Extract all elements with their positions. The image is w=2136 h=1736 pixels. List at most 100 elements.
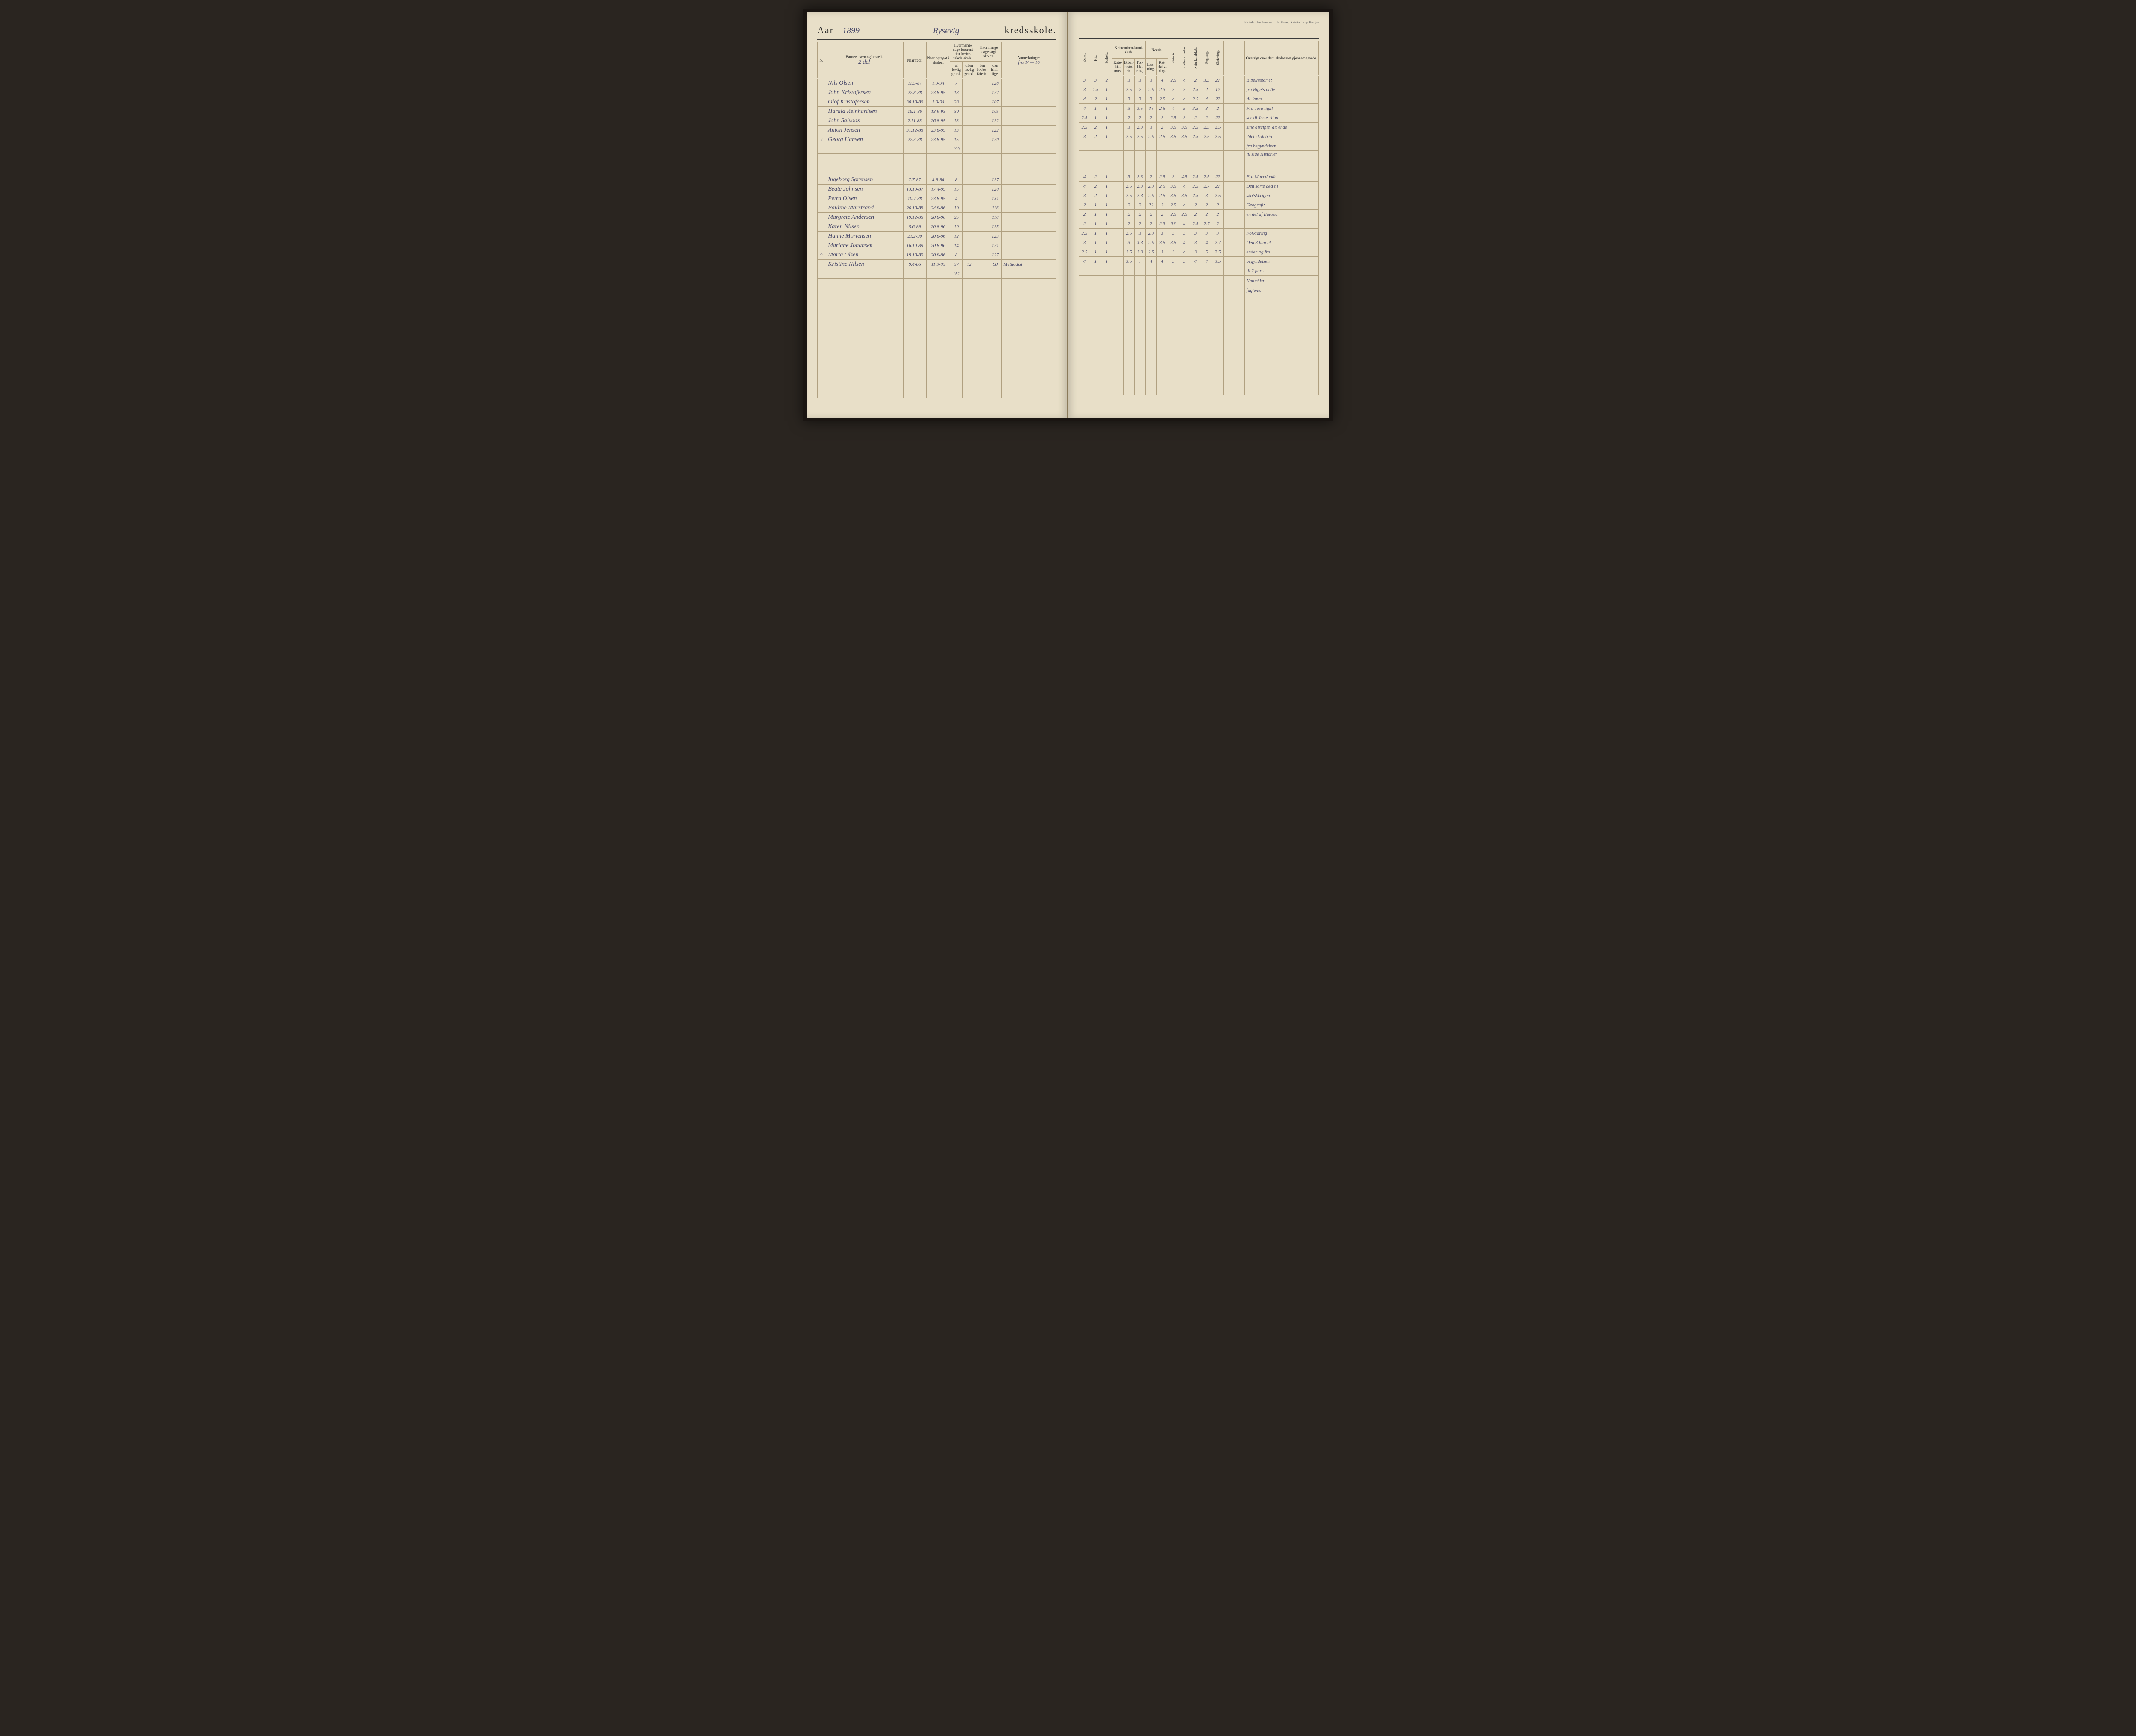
grade-cell: 1 [1101,219,1112,229]
grade-cell: 4 [1179,238,1190,247]
grade-cell: 2.5 [1146,238,1157,247]
grade-cell: 3 [1157,247,1168,257]
student-row: Hanne Mortensen21.2-9020.8-9612123 [818,232,1056,241]
grade-cell: 2 [1146,172,1157,182]
grade-cell: 3 [1124,123,1135,132]
student-cell [963,241,976,250]
student-cell [818,241,825,250]
grade-cell: 3 [1146,76,1157,85]
blank-cell [1224,247,1245,257]
student-cell [976,97,989,107]
blank-cell [1224,182,1245,191]
student-cell: 19.12-88 [903,213,927,222]
student-row: Anton Jensen31.12-8823.8-9513122 [818,126,1056,135]
grade-cell: 4 [1157,257,1168,266]
grade-cell: 3 [1179,85,1190,94]
grade-cell: 3.5 [1168,191,1179,200]
grade-cell [1112,94,1124,104]
grade-cell: 3 [1079,76,1090,85]
grade-cell: 2 [1135,85,1146,94]
grade-cell: 2.5 [1190,182,1201,191]
th-uden: uden lovlig grund. [963,62,976,79]
grade-cell: 3 [1201,191,1212,200]
overview-cell: til Jonas. [1244,94,1318,104]
grade-cell: 3 [1168,85,1179,94]
student-cell: 23.8-95 [927,126,950,135]
grade-cell: 2 [1201,85,1212,94]
grade-cell: 3 [1124,94,1135,104]
grade-cell: 2 [1079,219,1090,229]
kreds-name: Rysevig [933,26,959,36]
grade-cell: 1 [1090,200,1101,210]
grade-cell: 4 [1079,172,1090,182]
student-remark [1002,97,1056,107]
right-page: Protokol for læreren — F. Beyer, Kristia… [1068,12,1329,418]
grade-cell: 2.5 [1146,132,1157,141]
grade-cell: 1 [1101,200,1112,210]
blank-cell [1224,104,1245,113]
grade-cell: 2.5 [1157,104,1168,113]
student-cell: 10 [950,222,962,232]
grade-cell: 2.5 [1190,172,1201,182]
student-name: Margrete Andersen [825,213,903,222]
student-remark [1002,203,1056,213]
sum-row-b: 152 [818,269,1056,279]
blank-cell [1224,113,1245,123]
student-cell: 12 [950,232,962,241]
ledger-book: Aar 1899 Rysevig kredsskole. № Barnets n… [803,9,1333,421]
grade-cell [1112,123,1124,132]
grade-cell: 2 [1135,113,1146,123]
grade-cell: 2.5 [1201,172,1212,182]
blank-cell [1224,85,1245,94]
grade-cell: 2.5 [1124,247,1135,257]
student-name: Nils Olsen [825,79,903,88]
grade-cell: 2 [1090,123,1101,132]
grade-cell [1112,172,1124,182]
student-cell: 37 [950,260,962,269]
grade-cell: 2 [1190,210,1201,219]
grade-cell [1112,113,1124,123]
student-cell: 116 [989,203,1001,213]
grade-cell: 2.5 [1168,210,1179,219]
grade-cell: 1? [1212,85,1224,94]
student-cell: 8 [950,175,962,185]
th-optaget: Naar optaget i skolen. [927,42,950,79]
grade-cell: 2 [1124,210,1135,219]
student-cell [818,88,825,97]
student-name: John Kristofersen [825,88,903,97]
grade-cell: 1 [1090,104,1101,113]
grade-cell: 2.7 [1212,238,1224,247]
grade-cell: 3 [1201,104,1212,113]
student-cell: 16.10-89 [903,241,927,250]
blank-cell [1224,94,1245,104]
student-row: Ingeborg Sørensen7.7-874.9-948127 [818,175,1056,185]
grade-cell: 2 [1079,200,1090,210]
grade-cell: 2.3 [1135,123,1146,132]
right-gap: til side Historie: [1079,151,1319,172]
grade-cell: 3 [1190,247,1201,257]
grade-cell: 2.5 [1157,191,1168,200]
student-cell [976,222,989,232]
blank-cell [1224,210,1245,219]
student-name: Petra Olsen [825,194,903,203]
student-remark [1002,88,1056,97]
student-cell: 107 [989,97,1001,107]
grade-cell: 3? [1168,219,1179,229]
grade-cell: 4 [1179,94,1190,104]
grade-cell: 3 [1157,229,1168,238]
grade-cell: 3.5 [1124,257,1135,266]
overview-cell: enden og fra [1244,247,1318,257]
grade-cell: 1 [1101,257,1112,266]
grade-cell: 2 [1157,123,1168,132]
right-header-spacer [1079,25,1319,39]
grade-cell: 2 [1135,219,1146,229]
student-cell [976,175,989,185]
grade-cell: 4.5 [1179,172,1190,182]
grade-cell: 2.3 [1146,229,1157,238]
grade-cell: 3.5 [1168,123,1179,132]
student-cell: 31.12-88 [903,126,927,135]
grade-cell: 2 [1157,200,1168,210]
grade-cell: 2 [1124,219,1135,229]
overview-cell: skotskkrigen. [1244,191,1318,200]
grade-cell: 2 [1124,200,1135,210]
